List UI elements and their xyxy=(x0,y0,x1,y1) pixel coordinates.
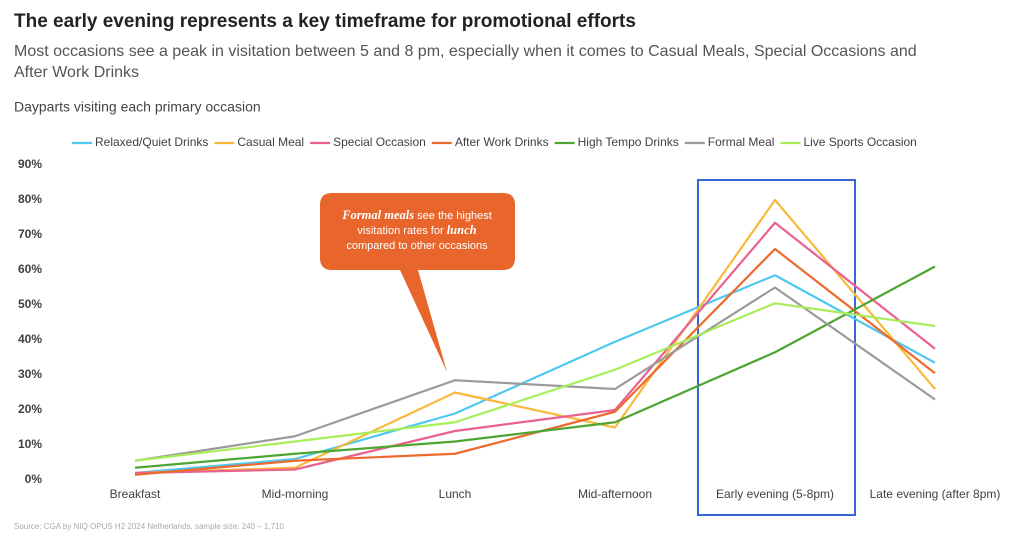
highlight-box xyxy=(697,179,856,516)
x-tick-label: Mid-morning xyxy=(262,487,329,501)
y-tick-label: 20% xyxy=(18,402,42,416)
series-line xyxy=(134,198,936,475)
legend-label: After Work Drinks xyxy=(455,135,549,149)
legend-item: Casual Meal xyxy=(214,135,304,149)
series-line xyxy=(134,221,936,475)
legend-item: Special Occasion xyxy=(310,135,426,149)
series-line xyxy=(134,247,936,476)
y-tick-label: 50% xyxy=(18,297,42,311)
x-tick-label: Lunch xyxy=(439,487,472,501)
callout: Formal meals see the highest visitation r… xyxy=(320,193,515,372)
y-tick-label: 70% xyxy=(18,227,42,241)
series-line xyxy=(134,302,936,462)
x-tick-label: Breakfast xyxy=(110,487,161,501)
callout-box xyxy=(320,193,515,372)
callout-segment: visitation rates for xyxy=(357,225,446,237)
series-line xyxy=(134,265,936,469)
y-tick-label: 0% xyxy=(25,472,43,486)
series-line xyxy=(134,274,936,475)
legend-item: Relaxed/Quiet Drinks xyxy=(72,135,208,149)
x-tick-label: Late evening (after 8pm) xyxy=(870,487,1001,501)
callout-text: Formal meals see the highest visitation r… xyxy=(341,208,492,252)
x-tick-label: Mid-afternoon xyxy=(578,487,652,501)
legend-item: Formal Meal xyxy=(684,135,775,149)
legend-item: High Tempo Drinks xyxy=(554,135,679,149)
plot: 0% 10% 20% 30% 40% 50% 60% 70% 80% 90% Breakfast Mi… xyxy=(18,157,1000,501)
legend-label: Live Sports Occasion xyxy=(803,135,916,149)
legend-label: High Tempo Drinks xyxy=(578,135,679,149)
y-tick-label: 80% xyxy=(18,192,42,206)
legend-label: Casual Meal xyxy=(237,135,304,149)
callout-segment: lunch xyxy=(447,223,477,237)
y-tick-label: 90% xyxy=(18,157,42,171)
y-tick-label: 40% xyxy=(18,332,42,346)
legend-label: Relaxed/Quiet Drinks xyxy=(95,135,208,149)
series-line xyxy=(134,286,936,462)
legend-item: Live Sports Occasion xyxy=(780,135,917,149)
callout-segment: compared to other occasions xyxy=(346,240,488,252)
x-tick-label: Early evening (5-8pm) xyxy=(716,487,834,501)
source: Source: CGA by NIQ OPUS H2 2024 Netherla… xyxy=(14,522,284,531)
callout-segment: see the highest xyxy=(414,210,492,222)
legend-label: Special Occasion xyxy=(333,135,426,149)
chart-title: The early evening represents a key timef… xyxy=(14,11,636,32)
y-tick-label: 60% xyxy=(18,262,42,276)
legend-item: After Work Drinks xyxy=(431,135,549,149)
callout-segment: Formal meals xyxy=(341,208,414,222)
legend-label: Formal Meal xyxy=(708,135,775,149)
y-tick-label: 10% xyxy=(18,437,42,451)
y-tick-label: 30% xyxy=(18,367,42,381)
y-axis-label: Dayparts visiting each primary occasion xyxy=(14,99,261,115)
subtitle: Most occasions see a peak in visitation … xyxy=(14,43,917,60)
subtitle: After Work Drinks xyxy=(14,64,139,81)
